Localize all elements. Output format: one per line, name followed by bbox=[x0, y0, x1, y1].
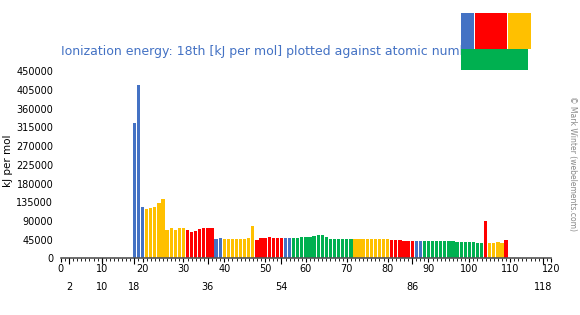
Bar bbox=[435, 241, 438, 258]
Bar bbox=[394, 240, 397, 258]
Bar bbox=[141, 207, 144, 258]
Bar bbox=[447, 241, 451, 258]
Bar bbox=[419, 241, 422, 258]
Bar bbox=[321, 235, 324, 258]
Bar bbox=[439, 241, 443, 258]
Bar bbox=[329, 239, 332, 258]
Bar bbox=[361, 239, 365, 258]
Bar bbox=[333, 239, 336, 258]
Bar bbox=[259, 238, 263, 258]
Text: © Mark Winter (webelements.com): © Mark Winter (webelements.com) bbox=[568, 96, 577, 231]
Bar bbox=[227, 239, 230, 258]
Bar bbox=[182, 228, 185, 258]
Bar bbox=[198, 229, 201, 258]
Bar bbox=[480, 243, 483, 258]
Bar bbox=[288, 238, 291, 258]
Bar bbox=[411, 241, 414, 258]
Bar bbox=[313, 236, 316, 258]
Bar bbox=[202, 228, 205, 258]
Bar bbox=[423, 241, 426, 258]
Bar bbox=[398, 240, 401, 258]
Bar bbox=[284, 238, 287, 258]
Bar bbox=[386, 239, 389, 258]
Bar bbox=[190, 232, 193, 258]
Bar bbox=[353, 239, 357, 258]
Bar bbox=[280, 238, 283, 258]
Bar bbox=[378, 239, 381, 258]
Bar bbox=[231, 239, 234, 258]
Bar bbox=[173, 230, 177, 258]
Y-axis label: kJ per mol: kJ per mol bbox=[3, 135, 13, 187]
Bar bbox=[267, 237, 271, 258]
Bar bbox=[341, 239, 345, 258]
Bar bbox=[501, 243, 503, 258]
Bar bbox=[467, 242, 471, 258]
Bar bbox=[186, 230, 189, 258]
Bar bbox=[304, 237, 307, 258]
Bar bbox=[211, 228, 213, 258]
Bar bbox=[165, 230, 169, 258]
Bar bbox=[300, 237, 303, 258]
Bar bbox=[243, 239, 246, 258]
Bar bbox=[133, 123, 136, 258]
Bar bbox=[169, 228, 173, 258]
Bar bbox=[235, 239, 238, 258]
Bar bbox=[276, 238, 279, 258]
Bar bbox=[223, 239, 226, 258]
Bar bbox=[403, 241, 405, 258]
Bar bbox=[431, 241, 434, 258]
Bar bbox=[137, 85, 140, 258]
Bar bbox=[369, 239, 373, 258]
Bar bbox=[153, 207, 157, 258]
Bar bbox=[357, 239, 361, 258]
Bar bbox=[451, 241, 455, 258]
Bar bbox=[505, 240, 508, 258]
Bar bbox=[317, 235, 320, 258]
Bar bbox=[206, 228, 209, 258]
Bar bbox=[219, 238, 222, 258]
Bar bbox=[157, 203, 161, 258]
Bar bbox=[415, 241, 418, 258]
Bar bbox=[476, 243, 479, 258]
Bar bbox=[484, 221, 487, 258]
Bar bbox=[492, 243, 495, 258]
Bar bbox=[374, 239, 377, 258]
Bar bbox=[255, 240, 259, 258]
Bar bbox=[390, 240, 393, 258]
Bar bbox=[488, 243, 491, 258]
Bar bbox=[194, 231, 197, 258]
Bar bbox=[337, 239, 340, 258]
Bar bbox=[472, 242, 475, 258]
Bar bbox=[459, 242, 463, 258]
Bar bbox=[407, 241, 409, 258]
Bar bbox=[325, 237, 328, 258]
Bar bbox=[345, 239, 349, 258]
Bar bbox=[427, 241, 430, 258]
Bar bbox=[145, 209, 148, 258]
Bar bbox=[239, 239, 242, 258]
Bar bbox=[443, 241, 447, 258]
Bar bbox=[271, 238, 275, 258]
Bar bbox=[309, 237, 311, 258]
Bar bbox=[365, 239, 369, 258]
Bar bbox=[496, 242, 499, 258]
Bar bbox=[292, 238, 295, 258]
Bar bbox=[215, 239, 218, 258]
Bar bbox=[349, 239, 353, 258]
Bar bbox=[149, 208, 153, 258]
Bar bbox=[263, 238, 267, 258]
Bar bbox=[177, 228, 181, 258]
Bar bbox=[296, 238, 299, 258]
Bar bbox=[247, 238, 251, 258]
Bar bbox=[463, 242, 467, 258]
Bar bbox=[382, 239, 385, 258]
Bar bbox=[455, 242, 459, 258]
Text: Ionization energy: 18th [kJ per mol] plotted against atomic number: Ionization energy: 18th [kJ per mol] plo… bbox=[61, 45, 480, 58]
Bar bbox=[161, 199, 165, 258]
Bar bbox=[251, 226, 255, 258]
